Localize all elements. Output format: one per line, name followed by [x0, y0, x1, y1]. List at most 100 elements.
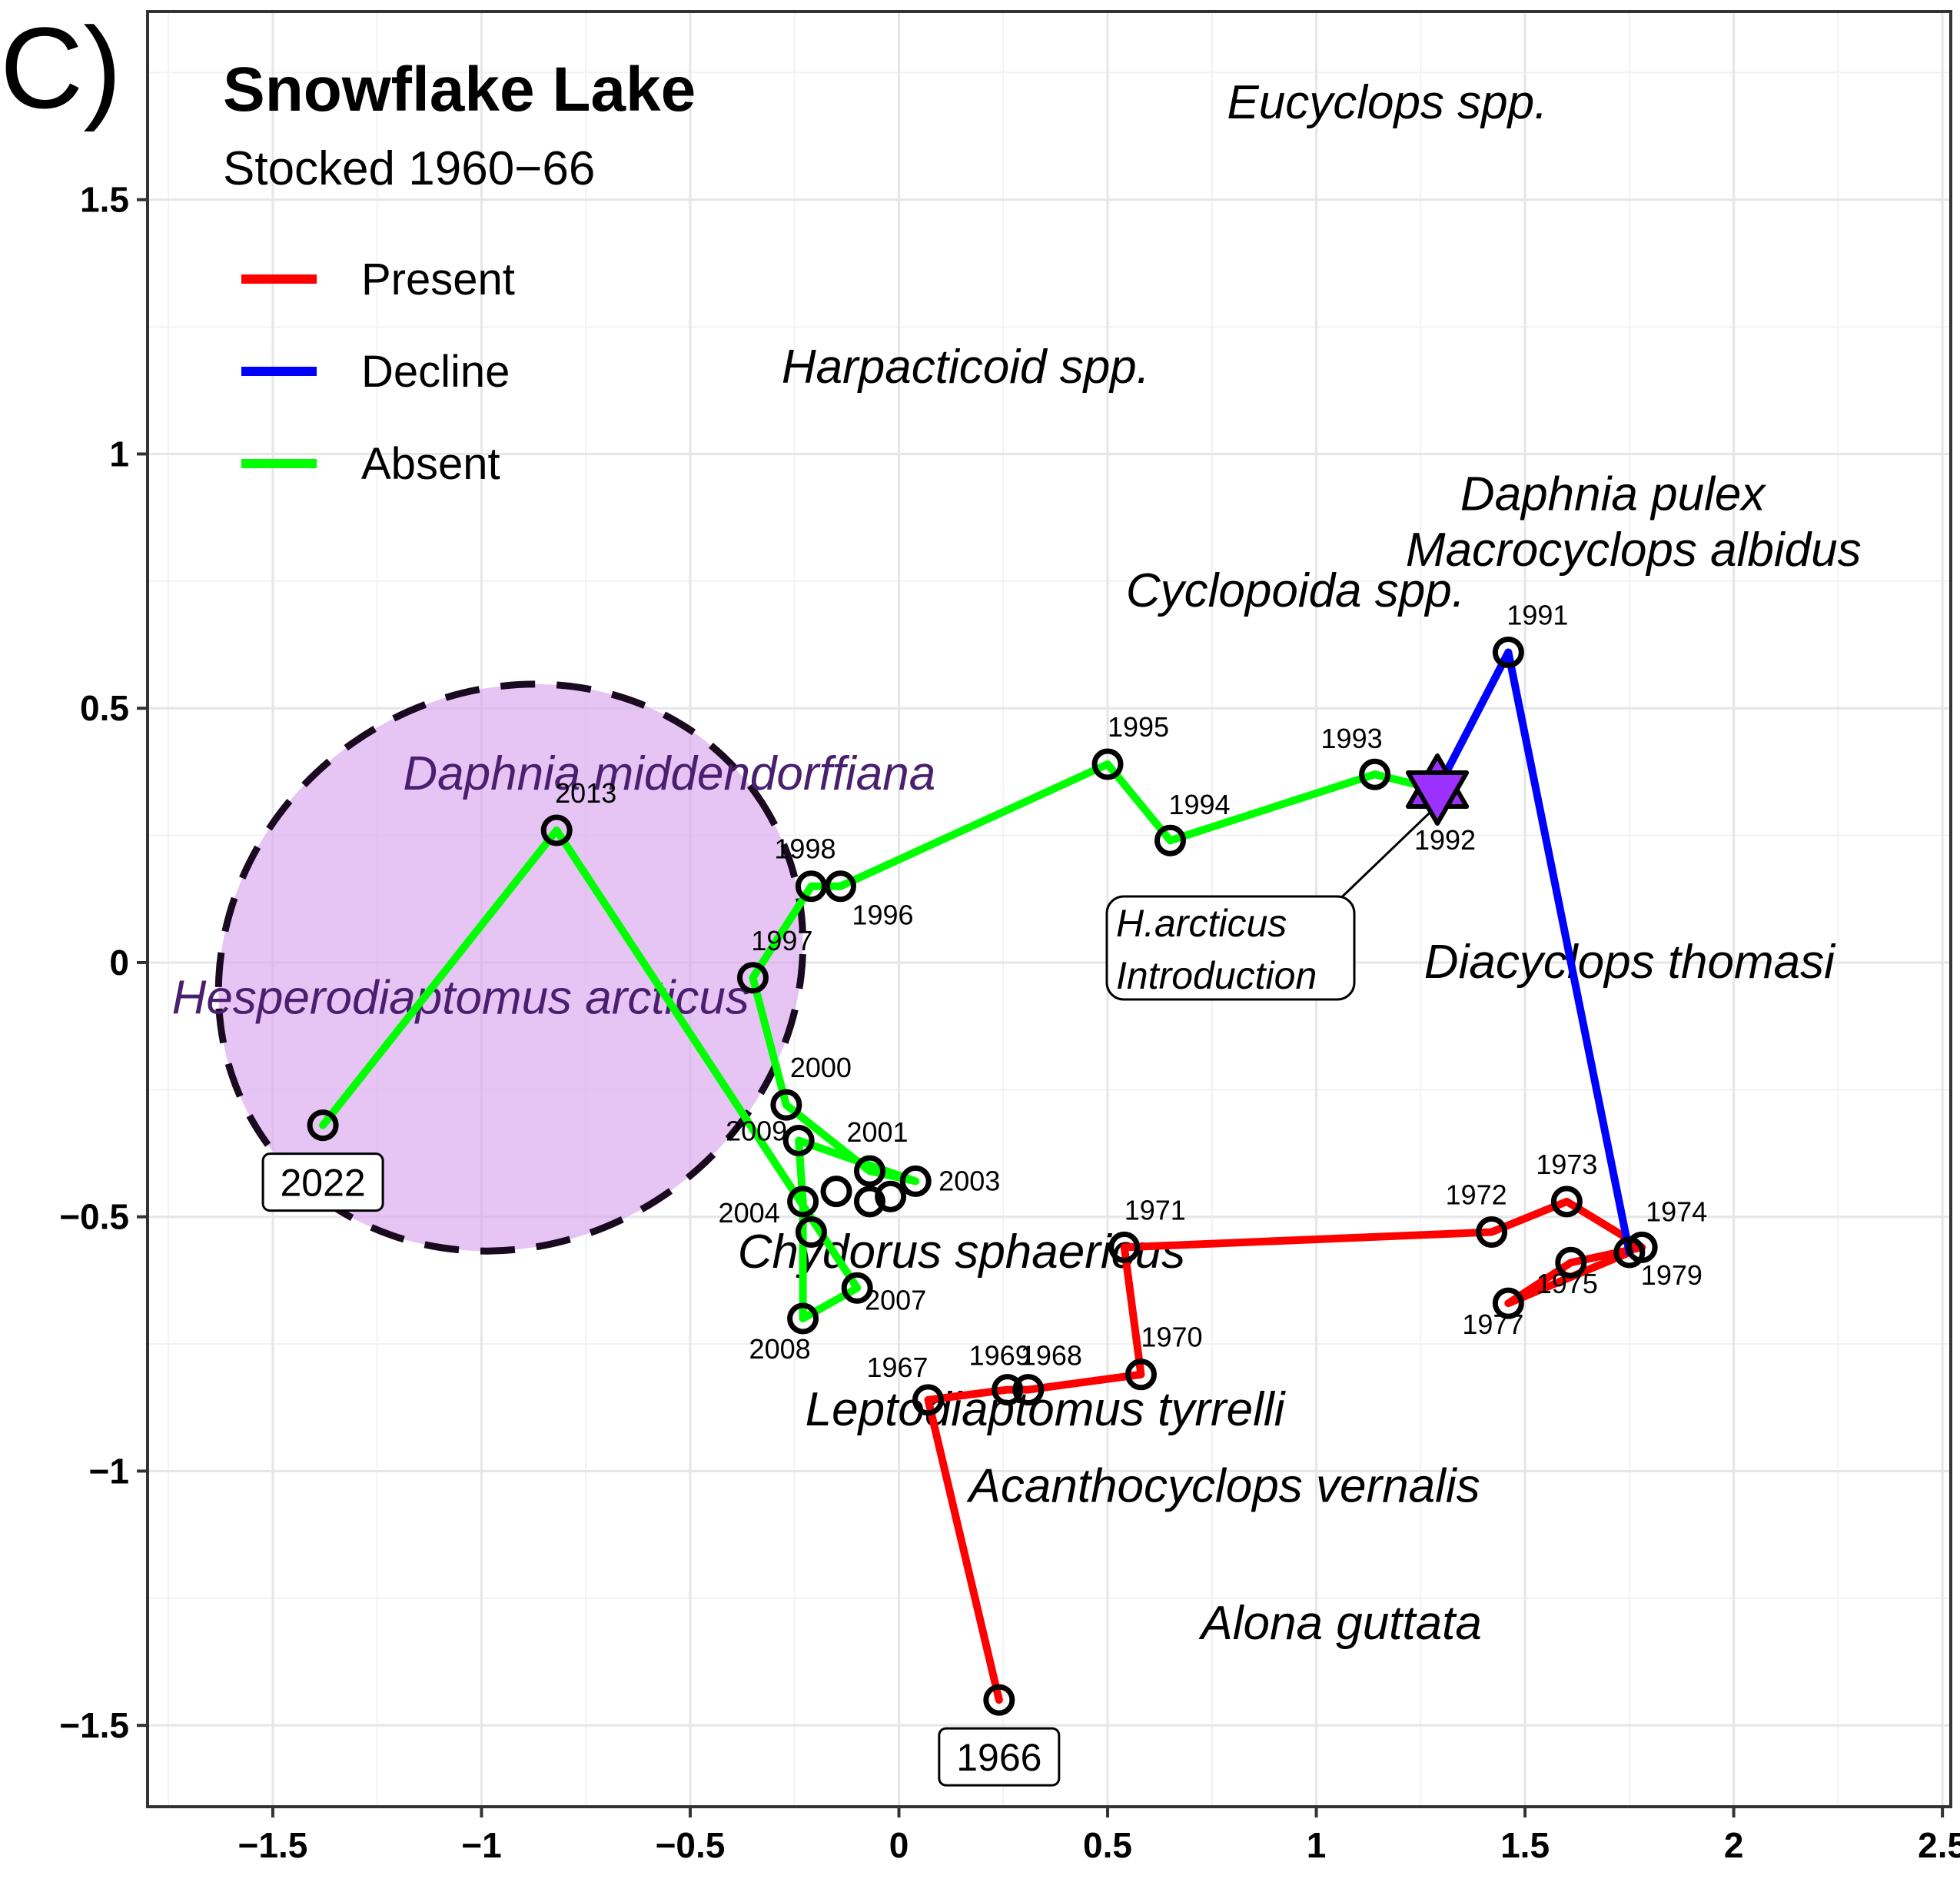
x-tick-label: 1	[1307, 1825, 1327, 1865]
year-label: 1995	[1108, 711, 1169, 743]
species-label: Daphnia pulex	[1460, 467, 1766, 520]
year-label: 1979	[1641, 1259, 1703, 1291]
species-label: Harpacticoid spp.	[782, 341, 1150, 394]
hesperodiaptomus-ellipse	[214, 680, 807, 1255]
year-label: 2003	[938, 1165, 1000, 1196]
boxed-year-label: 2022	[280, 1162, 365, 1205]
data-point	[1550, 1186, 1583, 1218]
year-label: 1998	[774, 833, 835, 865]
boxed-year-labels: 1966 2022	[261, 1152, 1061, 1787]
data-point	[992, 1374, 1024, 1406]
year-label: 1992	[1414, 824, 1476, 856]
x-tick-label: −1	[461, 1825, 501, 1865]
y-tick-label: 1	[109, 434, 129, 474]
year-label: 2008	[749, 1333, 811, 1365]
year-label: 1997	[751, 925, 812, 956]
legend-label-present: Present	[361, 254, 515, 304]
data-point	[787, 1186, 819, 1218]
x-tick-label: 2.5	[1918, 1825, 1960, 1865]
introduction-annotation: H.arcticus Introduction	[1105, 811, 1431, 1001]
panel-letter: C)	[0, 3, 121, 132]
chart-subtitle: Stocked 1960−66	[223, 142, 595, 195]
species-label: Diacyclops thomasi	[1424, 936, 1836, 989]
year-label: 1972	[1446, 1179, 1507, 1211]
plot-border	[146, 10, 1952, 1808]
data-point	[820, 1176, 852, 1208]
data-point	[1012, 1374, 1045, 1406]
data-point	[1492, 636, 1524, 668]
series-line-absent	[319, 760, 1442, 1322]
y-tick-label: −1	[89, 1451, 129, 1491]
data-point	[824, 870, 856, 903]
data-point	[770, 1089, 802, 1121]
annotation-line: H.arcticus	[1116, 902, 1287, 945]
year-label: 1993	[1321, 723, 1383, 754]
y-tick-label: −1.5	[59, 1705, 129, 1745]
y-tick-label: 0.5	[80, 688, 129, 728]
boxed-year-label: 1966	[956, 1736, 1041, 1779]
year-label: 1991	[1507, 599, 1568, 630]
y-tick-label: −0.5	[59, 1197, 129, 1237]
data-point	[1125, 1359, 1157, 1391]
boxed-year-frame	[261, 1152, 384, 1212]
x-tick-label: −1.5	[238, 1825, 308, 1865]
legend-label-decline: Decline	[361, 347, 510, 397]
data-point	[795, 870, 827, 903]
year-label: 2007	[865, 1284, 926, 1315]
ellipse-layer	[214, 680, 807, 1255]
species-label: Cyclopoida spp.	[1126, 564, 1465, 617]
x-tick-label: 1.5	[1500, 1825, 1550, 1865]
year-label: 1973	[1536, 1149, 1597, 1180]
data-point	[540, 814, 573, 846]
data-point	[307, 1109, 339, 1142]
species-label: Alona guttata	[1198, 1597, 1481, 1650]
legend-label-absent: Absent	[361, 439, 500, 489]
data-point	[795, 1216, 827, 1249]
year-label: 1994	[1168, 789, 1230, 820]
species-labels: Eucyclops spp. Harpacticoid spp. Daphnia p…	[172, 76, 1862, 1650]
annotation-box	[1105, 895, 1356, 1001]
data-point	[1613, 1236, 1646, 1269]
data-point	[912, 1384, 945, 1416]
x-tick-label: 0.5	[1083, 1825, 1132, 1865]
species-label: Eucyclops spp.	[1227, 76, 1547, 129]
y-tick-label: 0	[109, 943, 129, 983]
year-label: 2000	[790, 1052, 852, 1083]
data-point	[841, 1272, 873, 1304]
species-label: Macrocyclops albidus	[1406, 524, 1862, 577]
data-point	[1091, 748, 1124, 780]
introduction-marker	[1405, 753, 1470, 826]
year-label: 1967	[866, 1352, 928, 1383]
data-point	[782, 1124, 815, 1156]
y-tick-label: 1.5	[80, 180, 129, 220]
x-tick-label: −0.5	[656, 1825, 726, 1865]
data-point	[1555, 1246, 1587, 1279]
year-label: 2004	[719, 1197, 780, 1229]
year-label: 1975	[1536, 1268, 1598, 1299]
year-label: 1971	[1125, 1194, 1186, 1226]
data-point	[875, 1180, 907, 1212]
data-point	[1154, 824, 1186, 856]
data-point	[1359, 758, 1391, 790]
data-point	[787, 1302, 819, 1335]
data-point	[853, 1155, 885, 1187]
year-label: 1970	[1141, 1322, 1202, 1353]
data-point	[1108, 1231, 1141, 1263]
y-axis: −1.5 −1 −0.5 0 0.5 1 1.5	[59, 180, 148, 1745]
data-point	[1492, 1287, 1524, 1319]
species-label: Leptodiaptomus tyrrelli	[806, 1383, 1287, 1436]
year-label: 1968	[1021, 1340, 1082, 1372]
annotation-line: Introduction	[1116, 954, 1317, 997]
x-tick-label: 2	[1724, 1825, 1744, 1865]
year-label: 1974	[1646, 1196, 1707, 1227]
year-label: 1977	[1462, 1309, 1523, 1340]
year-label: 2001	[846, 1116, 908, 1148]
marker-triangle-down	[1405, 770, 1470, 826]
data-point	[899, 1165, 932, 1197]
data-point	[736, 962, 769, 994]
legend: Present Decline Absent	[241, 254, 515, 489]
x-tick-label: 0	[889, 1825, 909, 1865]
data-point	[1476, 1216, 1508, 1249]
